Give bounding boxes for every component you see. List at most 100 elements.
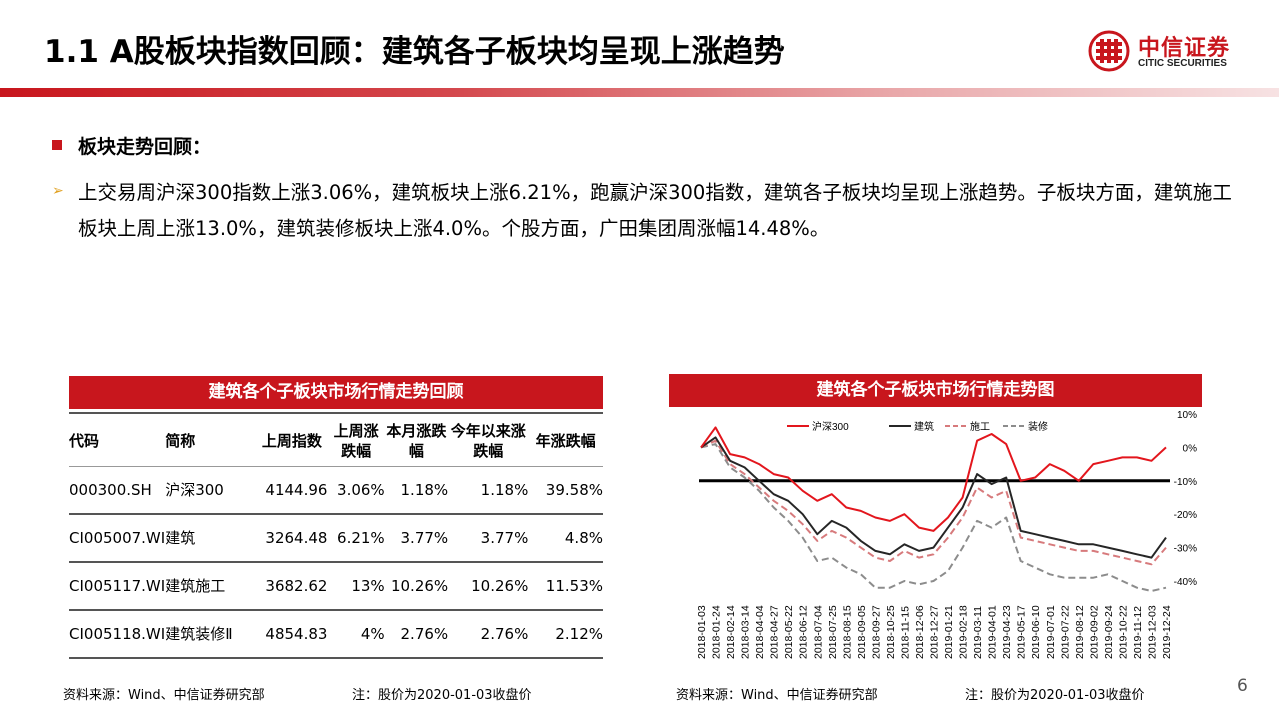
table-cell: 4.8% <box>528 514 603 563</box>
x-tick-label: 2018-01-24 <box>711 605 723 659</box>
x-tick-label: 2018-09-05 <box>856 605 868 659</box>
table-header-cell: 上周指数 <box>256 416 328 467</box>
table-note: 注：股价为2020-01-03收盘价 <box>352 688 532 703</box>
x-tick-label: 2019-08-12 <box>1074 605 1086 659</box>
table-cell: 3.06% <box>327 466 385 515</box>
x-tick-label: 2018-04-27 <box>769 605 781 659</box>
x-tick-label: 2019-11-12 <box>1132 606 1144 659</box>
section-heading: 板块走势回顾： <box>52 132 211 159</box>
table-cell: 1.18% <box>448 466 529 515</box>
x-tick-label: 2018-12-27 <box>929 605 941 659</box>
table-cell: 4% <box>327 610 385 659</box>
x-tick-label: 2018-10-25 <box>885 605 897 659</box>
page-number: 6 <box>1237 676 1248 696</box>
x-tick-label: 2018-07-04 <box>812 605 824 659</box>
x-tick-label: 2018-04-04 <box>754 605 766 659</box>
citic-logo-icon <box>1088 30 1130 72</box>
table-cell: 4144.96 <box>256 466 328 515</box>
slide-title: 1.1 A股板块指数回顾：建筑各子板块均呈现上涨趋势 <box>44 34 785 70</box>
table-cell: 3682.62 <box>256 562 328 611</box>
x-tick-label: 2019-09-24 <box>1103 605 1115 659</box>
table-cell: 10.26% <box>384 562 449 611</box>
x-tick-label: 2018-07-25 <box>827 605 839 659</box>
x-tick-label: 2018-11-15 <box>899 606 911 659</box>
table-cell: 建筑装修Ⅱ <box>165 610 257 659</box>
table-cell: CI005007.WI <box>69 514 166 563</box>
x-tick-label: 2019-07-22 <box>1059 605 1071 659</box>
x-tick-label: 2019-09-02 <box>1088 605 1100 659</box>
table-row: 000300.SH 沪深300 4144.96 3.06% 1.18% 1.18… <box>69 466 603 515</box>
citic-logo: 中信证券 CITIC SECURITIES <box>1088 28 1248 76</box>
x-tick-label: 2019-10-22 <box>1117 605 1129 659</box>
x-tick-label: 2018-06-12 <box>798 605 810 659</box>
title-underline-bar <box>0 88 1279 97</box>
chart-title: 建筑各个子板块市场行情走势图 <box>669 374 1202 407</box>
table-header-cell: 代码 <box>69 416 166 467</box>
table-cell: 4854.83 <box>256 610 328 659</box>
line-chart: 10% 0% -10% -20% -30% -40% 沪深300 建筑 施工 装修 2018-01-… <box>696 410 1198 659</box>
table-header-cell: 年涨跌幅 <box>528 416 603 467</box>
table-row: CI005007.WI 建筑 3264.48 6.21% 3.77% 3.77%… <box>69 514 603 563</box>
table-cell: 6.21% <box>327 514 385 563</box>
sector-table: 代码 简称 上周指数 上周涨跌幅 本月涨跌幅 今年以来涨跌幅 年涨跌幅 0003… <box>69 416 603 659</box>
table-cell: 2.76% <box>448 610 529 659</box>
table-cell: 10.26% <box>448 562 529 611</box>
x-tick-label: 2019-04-23 <box>1001 605 1013 659</box>
table-cell: CI005118.WI <box>69 610 166 659</box>
table-top-rule <box>69 412 603 414</box>
legend-label: 建筑 <box>914 420 934 433</box>
table-header-cell: 简称 <box>165 416 257 467</box>
x-tick-label: 2018-09-27 <box>870 605 882 659</box>
summary-paragraph: 上交易周沪深300指数上涨3.06%，建筑板块上涨6.21%，跑赢沪深300指数… <box>78 181 1232 240</box>
table-cell: 2.76% <box>384 610 449 659</box>
section-heading-text: 板块走势回顾： <box>78 136 212 158</box>
x-tick-label: 2019-06-10 <box>1030 605 1042 659</box>
series-line <box>700 443 1167 592</box>
x-tick-label: 2019-05-17 <box>1016 605 1028 659</box>
chart-source: 资料来源：Wind、中信证券研究部 <box>676 688 878 703</box>
table-header-cell: 上周涨跌幅 <box>327 416 385 467</box>
table-cell: 13% <box>327 562 385 611</box>
legend-label: 沪深300 <box>812 420 849 433</box>
x-tick-label: 2019-02-18 <box>958 605 970 659</box>
table-cell: 建筑 <box>165 514 257 563</box>
x-tick-label: 2018-02-14 <box>725 605 737 659</box>
arrow-bullet-icon: ➢ <box>52 183 64 199</box>
table-cell: 沪深300 <box>165 466 257 515</box>
square-bullet-icon <box>52 140 62 150</box>
y-tick-label: 0% <box>1183 443 1198 454</box>
table-cell: 3264.48 <box>256 514 328 563</box>
y-tick-label: -20% <box>1174 510 1197 521</box>
table-cell: 1.18% <box>384 466 449 515</box>
table-row: CI005118.WI 建筑装修Ⅱ 4854.83 4% 2.76% 2.76%… <box>69 610 603 659</box>
table-cell: 11.53% <box>528 562 603 611</box>
x-tick-label: 2018-03-14 <box>740 605 752 659</box>
table-cell: 建筑施工 <box>165 562 257 611</box>
series-line <box>700 426 1167 532</box>
x-tick-label: 2019-12-24 <box>1161 605 1173 659</box>
y-tick-label: -40% <box>1174 577 1197 588</box>
y-tick-label: -10% <box>1174 477 1197 488</box>
table-source: 资料来源：Wind、中信证券研究部 <box>63 688 265 703</box>
logo-chinese-text: 中信证券 <box>1138 36 1231 61</box>
x-tick-label: 2019-07-01 <box>1045 605 1057 659</box>
x-tick-label: 2018-01-03 <box>696 605 708 659</box>
x-tick-label: 2019-03-11 <box>972 606 984 659</box>
x-tick-label: 2019-01-21 <box>943 605 955 659</box>
table-cell: 000300.SH <box>69 466 166 515</box>
y-tick-label: -30% <box>1174 544 1197 555</box>
legend-label: 施工 <box>970 420 990 433</box>
x-tick-label: 2018-12-06 <box>914 605 926 659</box>
table-cell: 3.77% <box>448 514 529 563</box>
table-header-row: 代码 简称 上周指数 上周涨跌幅 本月涨跌幅 今年以来涨跌幅 年涨跌幅 <box>69 416 603 467</box>
series-line <box>700 439 1167 566</box>
legend-label: 装修 <box>1028 420 1048 433</box>
x-tick-label: 2018-05-22 <box>783 605 795 659</box>
y-tick-label: 10% <box>1177 410 1197 421</box>
chart-note: 注：股价为2020-01-03收盘价 <box>965 688 1145 703</box>
table-cell: 3.77% <box>384 514 449 563</box>
table-title: 建筑各个子板块市场行情走势回顾 <box>69 376 603 409</box>
x-tick-label: 2019-12-03 <box>1146 605 1158 659</box>
table-cell: 2.12% <box>528 610 603 659</box>
table-cell: CI005117.WI <box>69 562 166 611</box>
